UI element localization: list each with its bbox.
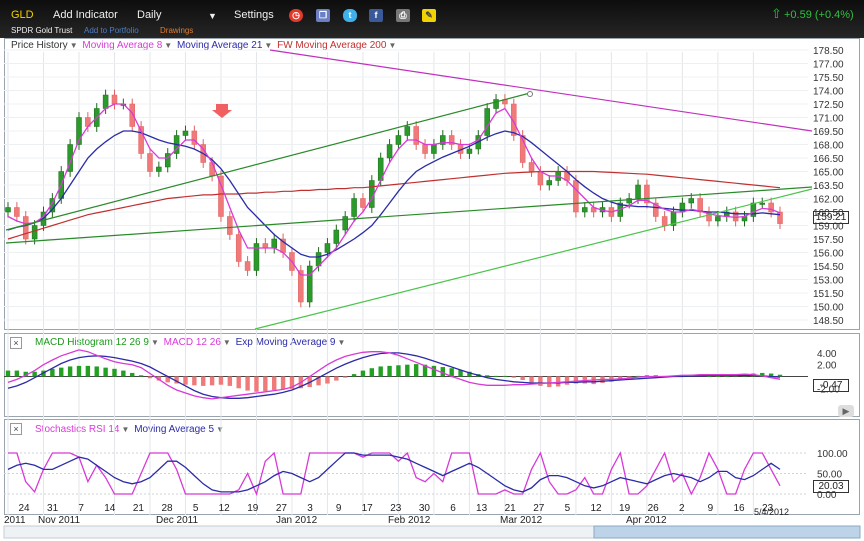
- add-to-portfolio-link[interactable]: Add to Portfolio: [84, 26, 139, 35]
- clock-icon[interactable]: ◷: [289, 9, 303, 22]
- legend-dropdown-icon[interactable]: ▼: [121, 425, 130, 434]
- navigator-window: [593, 525, 861, 539]
- legend-ma8[interactable]: Moving Average 8: [82, 40, 163, 51]
- x-month-label: Apr 2012: [626, 515, 667, 526]
- up-arrow-icon: ⇧: [771, 6, 782, 21]
- legend-dropdown-icon[interactable]: ▼: [216, 425, 224, 434]
- x-month-label: Jan 2012: [276, 515, 318, 526]
- twitter-icon[interactable]: t: [343, 9, 357, 22]
- price-change: +0.59 (+0.4%): [784, 9, 854, 21]
- rsi-current-value: 20.03: [813, 480, 849, 493]
- legend-dropdown-icon[interactable]: ▼: [164, 41, 173, 50]
- legend-ma200[interactable]: FW Moving Average 200: [277, 40, 387, 51]
- scroll-right-icon[interactable]: ▶: [838, 405, 854, 417]
- drawings-link[interactable]: Drawings: [160, 26, 194, 35]
- legend-price-history[interactable]: Price History: [11, 40, 68, 51]
- symbol-name: SPDR Gold Trust: [11, 26, 73, 35]
- print-icon[interactable]: ⎙: [396, 9, 410, 22]
- close-rsi-icon[interactable]: ×: [10, 423, 22, 435]
- toolbar: GLD Add Indicator Daily ▼ Settings ◷ ❐ t…: [0, 0, 864, 38]
- legend-ma21[interactable]: Moving Average 21: [176, 40, 263, 51]
- period-select[interactable]: Daily: [137, 9, 162, 21]
- navigator-strip: [3, 525, 861, 539]
- legend-macd-histogram[interactable]: MACD Histogram 12 26 9: [35, 337, 149, 348]
- rsi-legend: Stochastics RSI 14 ▼ Moving Average 5 ▼: [35, 424, 226, 435]
- x-month-label: Mar 2012: [500, 515, 543, 526]
- facebook-icon[interactable]: f: [369, 9, 383, 22]
- symbol-label[interactable]: GLD: [11, 9, 34, 21]
- settings-button[interactable]: Settings: [234, 9, 274, 21]
- x-month-label: Feb 2012: [388, 515, 431, 526]
- rsi-panel: × Stochastics RSI 14 ▼ Moving Average 5 ▼: [4, 419, 860, 515]
- legend-rsi-ma5[interactable]: Moving Average 5: [134, 424, 215, 435]
- legend-dropdown-icon[interactable]: ▼: [264, 41, 273, 50]
- price-current-value: 159.21: [813, 211, 849, 224]
- bookmark-icon[interactable]: ❐: [316, 9, 330, 22]
- macd-legend: MACD Histogram 12 26 9 ▼ MACD 12 26 ▼ Exp …: [35, 337, 347, 348]
- add-indicator-button[interactable]: Add Indicator: [53, 9, 118, 21]
- legend-dropdown-icon[interactable]: ▼: [150, 338, 159, 347]
- legend-dropdown-icon[interactable]: ▼: [69, 41, 78, 50]
- macd-current-value: -0.47: [813, 379, 849, 392]
- note-icon[interactable]: ✎: [422, 9, 436, 22]
- price-legend: Price History ▼ Moving Average 8 ▼ Moving …: [11, 40, 398, 51]
- macd-panel: × MACD Histogram 12 26 9 ▼ MACD 12 26 ▼ Ex…: [4, 333, 860, 417]
- legend-dropdown-icon[interactable]: ▼: [337, 338, 346, 347]
- period-dropdown-icon[interactable]: ▼: [208, 11, 217, 21]
- close-macd-icon[interactable]: ×: [10, 337, 22, 349]
- x-month-label: Dec 2011: [156, 515, 199, 526]
- legend-macd-ema[interactable]: Exp Moving Average 9: [235, 337, 336, 348]
- legend-dropdown-icon[interactable]: ▼: [388, 41, 397, 50]
- legend-dropdown-icon[interactable]: ▼: [222, 338, 231, 347]
- price-panel: Price History ▼ Moving Average 8 ▼ Moving …: [4, 38, 860, 330]
- legend-macd[interactable]: MACD 12 26: [163, 337, 221, 348]
- x-month-label: 2011: [4, 515, 26, 526]
- x-month-label: Nov 2011: [38, 515, 81, 526]
- legend-stoch-rsi[interactable]: Stochastics RSI 14: [35, 424, 120, 435]
